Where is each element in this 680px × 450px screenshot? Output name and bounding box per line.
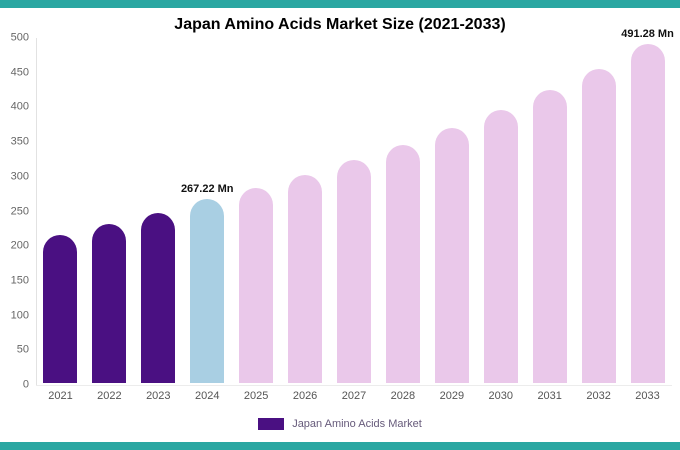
y-axis: 0 50 100 150 200 250 300 350 400 450 500	[6, 32, 36, 390]
y-axis-tick: 450	[10, 66, 29, 79]
bar-column-2028: 2028	[378, 38, 427, 405]
bar-stack	[330, 38, 379, 384]
y-axis-tick: 500	[10, 31, 29, 44]
bar-stack	[85, 38, 134, 384]
bar-2032[interactable]	[581, 69, 616, 384]
x-axis-label: 2021	[48, 390, 73, 403]
bar-column-2026: 2026	[281, 38, 330, 405]
y-axis-tick: 350	[10, 135, 29, 148]
plot-area: 2021 2022 2023 267.22 Mn 2024 2025 2026 2027 202…	[36, 28, 674, 405]
bar-stack	[525, 38, 574, 384]
bar-column-2025: 2025	[232, 38, 281, 405]
bar-stack	[134, 38, 183, 384]
x-axis-label: 2025	[243, 390, 269, 403]
x-axis-label: 2030	[488, 390, 513, 403]
x-axis-label: 2032	[586, 390, 611, 403]
chart-title: Japan Amino Acids Market Size (2021-2033…	[174, 16, 506, 33]
legend-label: Japan Amino Acids Market	[292, 417, 422, 430]
y-axis-tick: 300	[10, 170, 29, 183]
bar-stack	[427, 38, 476, 384]
x-axis-label: 2028	[390, 390, 416, 403]
y-axis-line	[36, 38, 37, 385]
bar-column-2033: 491.28 Mn 2033	[621, 28, 674, 405]
bar-value-label: 491.28 Mn	[621, 28, 674, 41]
bar-2023[interactable]	[141, 212, 176, 384]
y-axis-tick: 100	[10, 309, 29, 322]
x-axis-label: 2033	[635, 390, 660, 403]
x-axis-label: 2029	[439, 390, 465, 403]
bar-2029[interactable]	[434, 127, 469, 384]
bar-column-2022: 2022	[85, 38, 134, 405]
x-axis-label: 2022	[97, 390, 122, 403]
bar-stack	[281, 38, 330, 384]
bar-2026[interactable]	[288, 174, 323, 384]
bar-2033[interactable]	[630, 44, 665, 384]
bar-stack	[378, 38, 427, 384]
bar-2024[interactable]	[190, 198, 225, 384]
y-axis-tick: 150	[10, 274, 29, 287]
legend-item-japan-amino-acids-market[interactable]: Japan Amino Acids Market	[258, 417, 422, 430]
y-axis-tick: 0	[22, 378, 29, 391]
bar-2022[interactable]	[92, 224, 127, 384]
bar-stack: 491.28 Mn	[621, 28, 674, 384]
chart-legend: Japan Amino Acids Market	[0, 405, 680, 442]
bar-chart: 0 50 100 150 200 250 300 350 400 450 500 2021 2022 2…	[0, 28, 680, 405]
x-axis-label: 2023	[146, 390, 171, 403]
bar-stack: 267.22 Mn	[180, 38, 234, 384]
bar-stack	[36, 38, 85, 384]
top-accent-strip	[0, 0, 680, 8]
bar-column-2032: 2032	[574, 38, 623, 405]
y-axis-tick: 400	[10, 100, 29, 113]
bar-stack	[574, 38, 623, 384]
bottom-accent-strip	[0, 442, 680, 450]
legend-swatch	[258, 417, 285, 430]
y-axis-tick: 50	[16, 343, 29, 356]
bar-stack	[232, 38, 281, 384]
x-axis-label: 2026	[292, 390, 318, 403]
bar-2027[interactable]	[336, 160, 371, 384]
y-axis-tick: 200	[10, 239, 29, 252]
bar-column-2021: 2021	[36, 38, 85, 405]
bar-column-2023: 2023	[134, 38, 183, 405]
bar-value-label: 267.22 Mn	[180, 182, 234, 195]
bar-2028[interactable]	[385, 144, 420, 384]
x-axis-line	[36, 385, 672, 386]
bar-stack	[476, 38, 525, 384]
x-axis-label: 2024	[194, 390, 220, 403]
bar-2030[interactable]	[483, 109, 518, 384]
bar-2031[interactable]	[532, 90, 567, 384]
bar-2021[interactable]	[43, 234, 78, 384]
bar-column-2029: 2029	[427, 38, 476, 405]
y-axis-tick: 250	[10, 205, 29, 217]
bar-column-2024: 267.22 Mn 2024	[180, 38, 234, 405]
x-axis-label: 2027	[341, 390, 367, 403]
bar-column-2030: 2030	[476, 38, 525, 405]
bar-column-2031: 2031	[525, 38, 574, 405]
x-axis-label: 2031	[537, 390, 562, 403]
bar-column-2027: 2027	[330, 38, 379, 405]
bar-2025[interactable]	[239, 187, 274, 384]
